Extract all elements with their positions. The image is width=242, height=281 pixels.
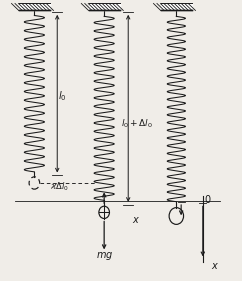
Text: $0$: $0$ (204, 193, 212, 205)
Text: $x$: $x$ (132, 215, 140, 225)
Text: $mg$: $mg$ (96, 250, 113, 262)
Text: $\varkappa\Delta l_0$: $\varkappa\Delta l_0$ (50, 180, 69, 193)
Text: $x$: $x$ (211, 261, 219, 271)
Text: $l_0+\Delta l_0$: $l_0+\Delta l_0$ (121, 117, 153, 130)
Text: $l_0$: $l_0$ (58, 89, 67, 103)
